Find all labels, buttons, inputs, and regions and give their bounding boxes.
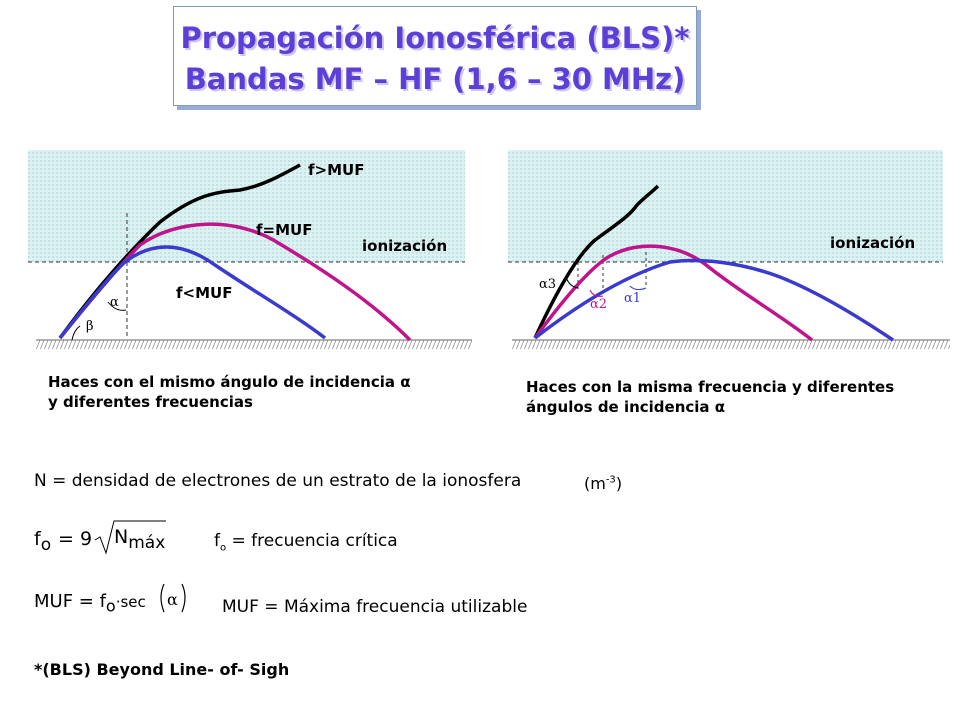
right-ground bbox=[512, 340, 950, 349]
right-caption-line-2: ángulos de incidencia α bbox=[526, 398, 726, 416]
label-alpha3: α3 bbox=[539, 277, 556, 292]
label-alpha: α bbox=[110, 295, 119, 310]
n-unit: (m-3) bbox=[584, 474, 623, 493]
ray-f-lt-muf bbox=[58, 245, 327, 340]
left-diagram: f>MUF f=MUF f<MUF ionización α β bbox=[28, 150, 472, 349]
fo-description: fo = frecuencia crítica bbox=[214, 531, 398, 554]
left-caption-line-2: y diferentes frecuencias bbox=[48, 393, 253, 411]
left-caption: Haces con el mismo ángulo de incidencia … bbox=[48, 372, 411, 412]
left-ionized-region bbox=[28, 150, 465, 262]
label-ionization-left: ionización bbox=[362, 237, 447, 255]
label-beta: β bbox=[86, 319, 94, 334]
label-alpha1: α1 bbox=[624, 291, 641, 306]
muf-formula: MUF = fo·sec bbox=[34, 591, 146, 616]
fo-formula-lhs: fo bbox=[34, 528, 52, 555]
right-diagram: ionización α3 α2 α1 bbox=[508, 150, 950, 349]
footnote: *(BLS) Beyond Line- of- Sigh bbox=[34, 660, 290, 679]
right-ionized-region bbox=[508, 150, 943, 262]
paren-close bbox=[181, 583, 186, 613]
label-f-lt-muf: f<MUF bbox=[176, 284, 232, 302]
muf-formula-alpha: α bbox=[167, 590, 178, 609]
label-f-eq-muf: f=MUF bbox=[256, 221, 312, 239]
sqrt-symbol bbox=[94, 520, 166, 555]
n-definition: N = densidad de electrones de un estrato… bbox=[34, 471, 522, 491]
ray-steep-black bbox=[533, 184, 660, 339]
right-caption: Haces con la misma frecuencia y diferent… bbox=[526, 377, 894, 417]
muf-description: MUF = Máxima frecuencia utilizable bbox=[222, 597, 528, 617]
ray-mid-magenta bbox=[533, 244, 814, 342]
ray-low-blue bbox=[533, 258, 894, 342]
title-line-2: Bandas MF – HF (1,6 – 30 MHz) bbox=[184, 62, 686, 96]
left-ground bbox=[36, 340, 472, 349]
fo-formula-eq: = 9 bbox=[58, 528, 93, 550]
paren-open bbox=[160, 583, 165, 613]
left-caption-line-1: Haces con el mismo ángulo de incidencia … bbox=[48, 373, 411, 391]
label-f-gt-muf: f>MUF bbox=[308, 161, 364, 179]
fo-formula-n: Nmáx bbox=[114, 526, 166, 553]
title-box: Propagación Ionosférica (BLS)* Bandas MF… bbox=[173, 6, 697, 106]
title-line-1: Propagación Ionosférica (BLS)* bbox=[180, 21, 690, 55]
alpha-arc bbox=[107, 301, 127, 311]
beta-arc bbox=[71, 325, 81, 341]
label-ionization-right: ionización bbox=[830, 234, 915, 252]
label-alpha2: α2 bbox=[590, 297, 607, 312]
right-caption-line-1: Haces con la misma frecuencia y diferent… bbox=[526, 378, 895, 396]
